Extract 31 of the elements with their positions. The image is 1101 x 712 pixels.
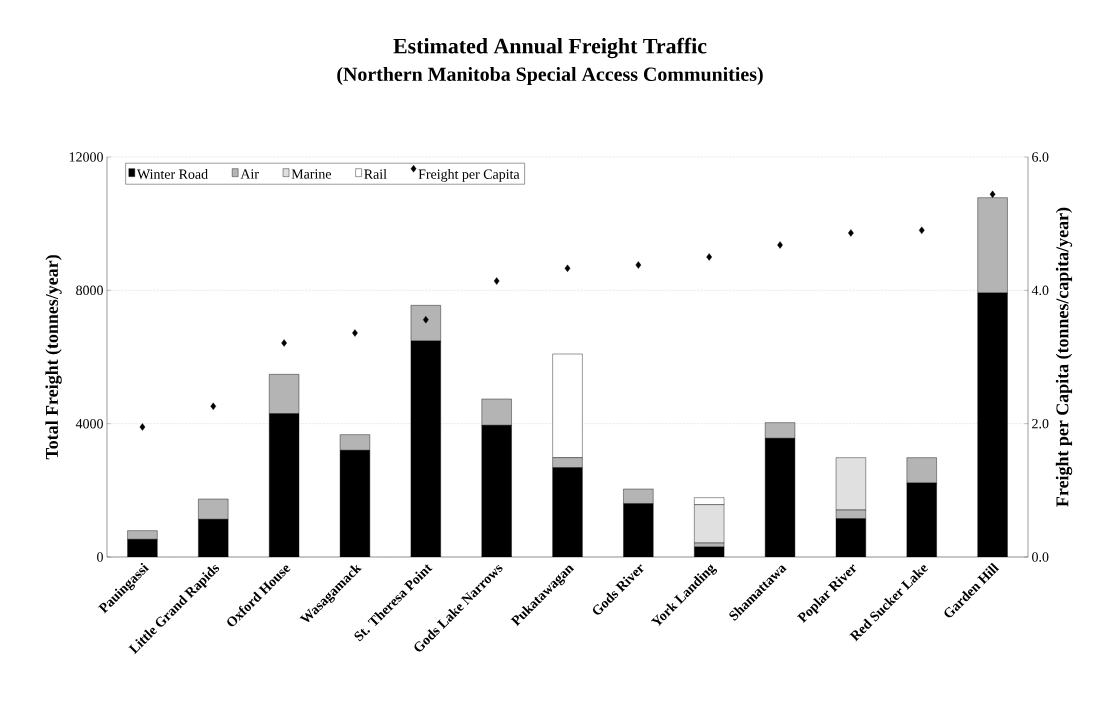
point — [848, 229, 854, 237]
legend-label: Freight per Capita — [418, 169, 520, 182]
bar — [906, 457, 937, 484]
y2-tick-label: 6.0 — [1032, 152, 1049, 162]
point — [493, 277, 500, 285]
point — [281, 339, 287, 347]
y-tick-label: 8000 — [76, 285, 103, 296]
y2-tick-label: 4.0 — [1031, 285, 1049, 296]
y-tick-label: 0 — [97, 552, 103, 562]
y-axis-title: Total Freight (tonnes/year) — [45, 255, 62, 460]
point — [918, 226, 925, 235]
point — [564, 264, 571, 273]
point — [352, 329, 358, 337]
y2-tick-label: 0.0 — [1032, 552, 1049, 562]
point — [706, 253, 713, 261]
point — [210, 402, 217, 411]
point — [139, 423, 146, 431]
legend-label: Marine — [291, 169, 332, 179]
legend-label: Rail — [364, 169, 387, 179]
chart-subtitle: (Northern Manitoba Special Access Communities) — [337, 66, 763, 86]
y-tick-label: 12000 — [69, 152, 103, 162]
point — [777, 241, 783, 249]
point — [635, 261, 642, 269]
bar — [410, 305, 441, 342]
y2-axis-title: Freight per Capita (tonnes/capita/year) — [1055, 207, 1073, 507]
chart-title: Estimated Annual Freight Traffic — [393, 37, 707, 59]
y2-tick-label: 2.0 — [1032, 418, 1049, 429]
y-tick-label: 4000 — [75, 418, 103, 429]
point — [989, 190, 996, 199]
legend-label: Air — [240, 169, 259, 179]
legend-label: Winter Road — [137, 169, 208, 179]
